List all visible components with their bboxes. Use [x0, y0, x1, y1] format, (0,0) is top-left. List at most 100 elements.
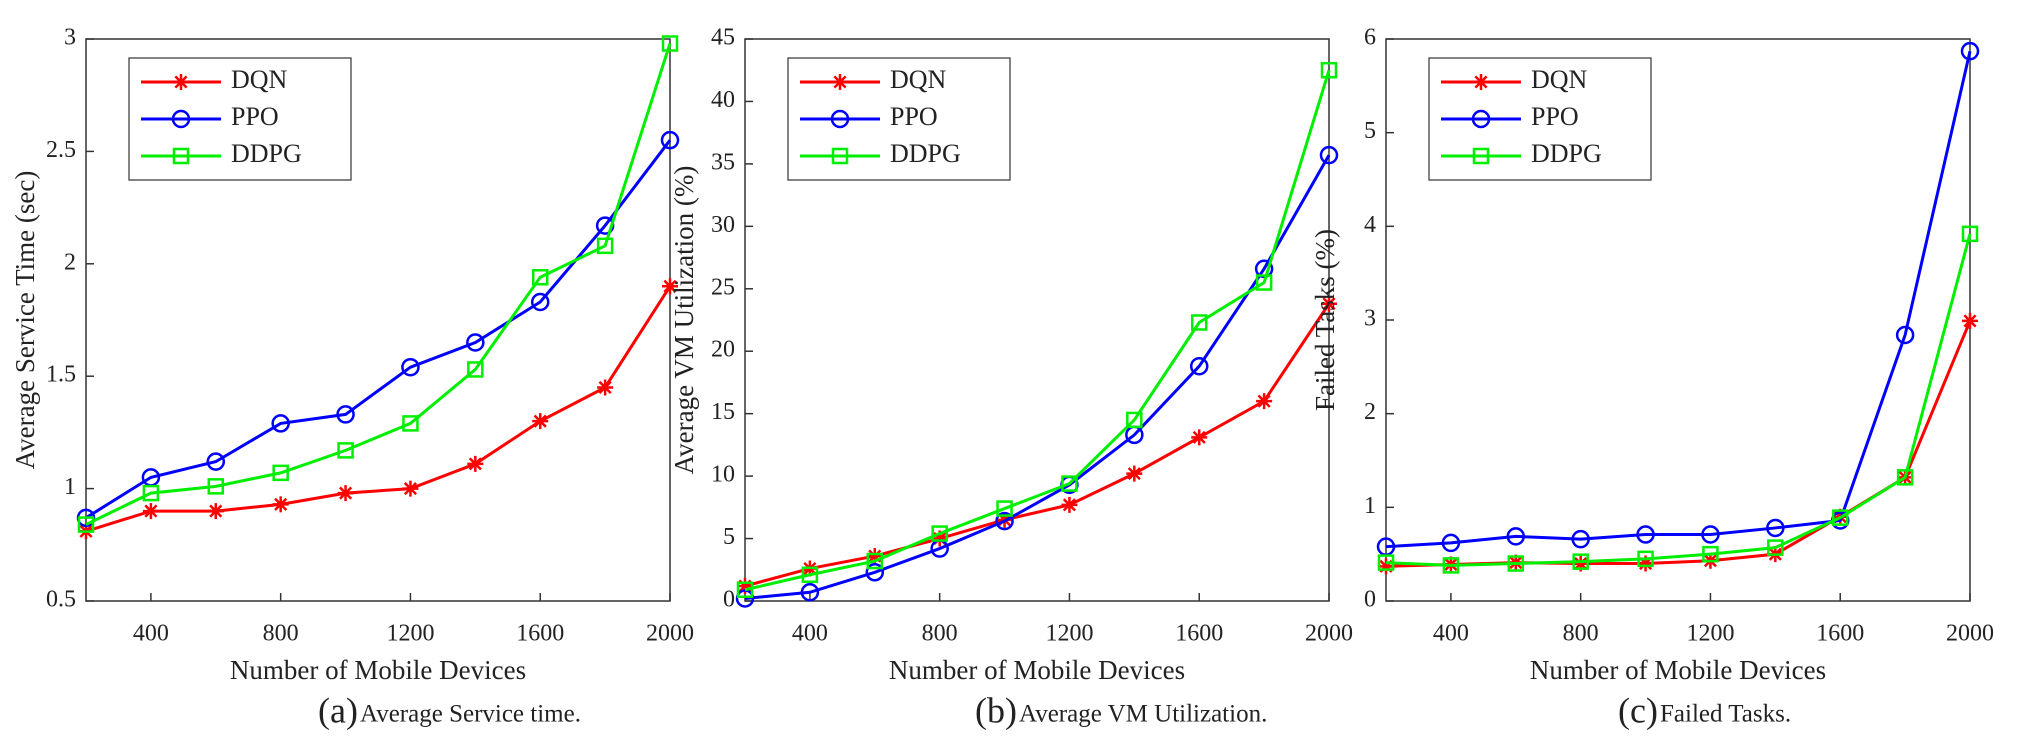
- marker: [1126, 411, 1143, 429]
- marker: [1441, 533, 1461, 553]
- x-tick-label: 400: [1433, 621, 1469, 647]
- marker: [1766, 518, 1785, 538]
- y-axis-label: Failed Tasks (%): [1310, 229, 1340, 411]
- x-axis-label: Number of Mobile Devices: [889, 655, 1185, 685]
- legend-label: DDPG: [231, 139, 302, 168]
- y-tick-label: 1: [64, 474, 76, 500]
- marker: [830, 109, 850, 129]
- marker: [1636, 525, 1655, 544]
- y-tick-label: 2.5: [46, 137, 76, 163]
- marker: [207, 503, 224, 520]
- marker: [467, 361, 484, 378]
- marker: [1895, 325, 1915, 345]
- legend-label: PPO: [231, 102, 279, 131]
- marker: [1126, 465, 1143, 482]
- marker: [1378, 558, 1394, 575]
- y-tick-label: 5: [1364, 118, 1376, 144]
- legend-label: DQN: [1531, 65, 1588, 94]
- marker: [1831, 509, 1849, 526]
- marker: [207, 478, 225, 495]
- marker: [1319, 145, 1339, 165]
- x-tick-label: 1200: [1045, 621, 1093, 647]
- series-line: [85, 43, 672, 526]
- caption: Failed Tasks.: [1660, 701, 1791, 728]
- marker: [866, 552, 884, 570]
- x-tick-label: 800: [1563, 621, 1599, 647]
- marker: [142, 484, 160, 502]
- marker: [77, 516, 95, 533]
- subplot: 0 5 10 15 20 25 30 35 40 45 400 800 1200 1600 2000 Numb…: [669, 25, 1353, 731]
- series-line: [1385, 233, 1972, 567]
- series-line: [744, 302, 1331, 588]
- marker: [1471, 109, 1491, 129]
- marker: [1254, 259, 1274, 279]
- legend-label: DQN: [231, 65, 288, 94]
- marker: [1960, 41, 1980, 61]
- marker: [931, 525, 948, 542]
- marker: [1190, 314, 1208, 331]
- marker: [661, 35, 679, 52]
- y-axis-label: Average Service Time (sec): [10, 171, 40, 470]
- marker: [596, 237, 614, 255]
- marker: [662, 278, 678, 295]
- y-tick-label: 10: [711, 462, 735, 488]
- marker: [1472, 147, 1490, 165]
- marker: [736, 581, 754, 599]
- marker: [597, 379, 614, 396]
- marker: [1637, 550, 1654, 568]
- marker: [530, 292, 550, 312]
- x-axis-label: Number of Mobile Devices: [230, 655, 526, 685]
- y-tick-label: 0: [1364, 587, 1376, 613]
- marker: [402, 415, 419, 432]
- y-tick-label: 5: [723, 524, 735, 550]
- marker: [1061, 496, 1078, 513]
- legend-label: DDPG: [1531, 139, 1602, 168]
- marker: [1321, 295, 1337, 312]
- marker: [1896, 469, 1914, 486]
- legend-label: DQN: [890, 65, 947, 94]
- y-tick-label: 0: [723, 587, 735, 613]
- marker: [1442, 557, 1460, 574]
- y-tick-label: 30: [711, 212, 735, 238]
- marker: [531, 269, 549, 286]
- subfigure-label: (c): [1618, 690, 1658, 730]
- marker: [272, 464, 289, 482]
- y-tick-label: 4: [1364, 212, 1376, 238]
- x-tick-label: 1600: [516, 621, 564, 647]
- x-tick-label: 400: [792, 621, 828, 647]
- marker: [832, 74, 848, 90]
- caption: Average VM Utilization.: [1019, 701, 1267, 728]
- x-tick-label: 2000: [1305, 621, 1353, 647]
- marker: [1767, 539, 1784, 556]
- marker: [1320, 61, 1338, 79]
- marker: [801, 566, 819, 584]
- y-tick-label: 3: [64, 25, 76, 51]
- y-tick-label: 25: [711, 274, 735, 300]
- x-tick-label: 400: [133, 621, 169, 647]
- marker: [1962, 312, 1978, 329]
- y-tick-label: 45: [711, 25, 735, 51]
- marker: [996, 500, 1013, 517]
- y-tick-label: 0.5: [46, 587, 76, 613]
- marker: [337, 485, 354, 502]
- y-tick-label: 40: [711, 87, 735, 113]
- subplot: 0.5 1 1.5 2 2.5 3 400 800 1200 1600 2000 Number of …: [10, 25, 694, 731]
- marker: [171, 109, 191, 129]
- y-tick-label: 1: [1364, 493, 1376, 519]
- legend-label: PPO: [890, 102, 938, 131]
- series-line: [85, 285, 672, 533]
- subfigure-label: (b): [975, 690, 1017, 730]
- marker: [271, 414, 290, 433]
- marker: [1507, 555, 1525, 572]
- marker: [737, 578, 753, 595]
- marker: [1506, 527, 1526, 546]
- marker: [337, 442, 354, 459]
- marker: [1255, 274, 1273, 291]
- marker: [865, 563, 885, 582]
- series-line: [1385, 50, 1972, 549]
- y-tick-label: 1.5: [46, 362, 76, 388]
- marker: [1256, 393, 1273, 410]
- marker: [1701, 525, 1720, 544]
- marker: [1572, 555, 1589, 572]
- y-tick-label: 6: [1364, 25, 1376, 51]
